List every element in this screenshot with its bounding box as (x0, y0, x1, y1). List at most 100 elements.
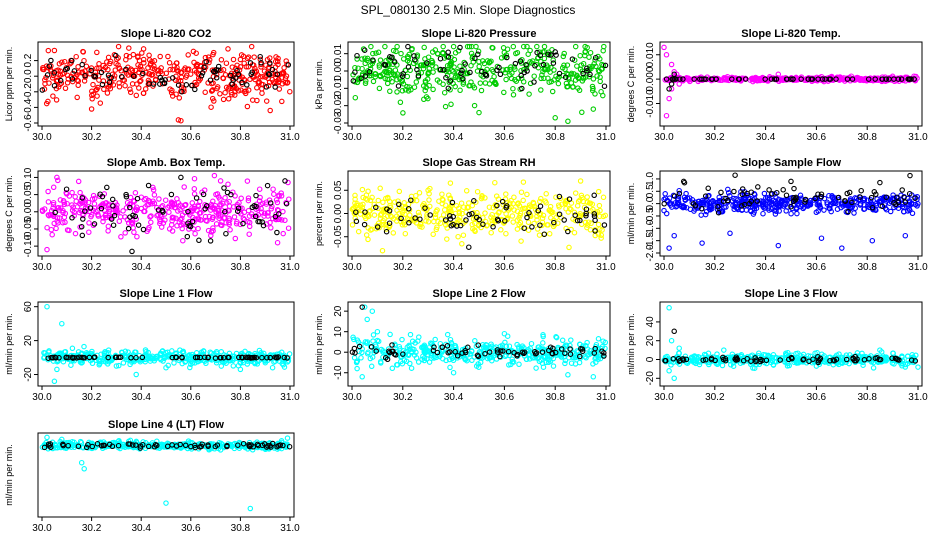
data-point (254, 72, 261, 78)
data-point (126, 45, 132, 51)
data-point (171, 360, 177, 366)
data-point (503, 191, 509, 197)
data-point (596, 68, 603, 75)
panel-title: Slope Amb. Box Temp. (107, 157, 226, 169)
data-point (564, 62, 571, 68)
data-point (577, 52, 583, 59)
data-point (166, 60, 173, 66)
data-point (245, 64, 252, 70)
y-axis-label: Licor ppm per min. (4, 47, 14, 122)
data-point (584, 65, 590, 72)
data-point (61, 58, 68, 65)
data-point (500, 67, 506, 73)
data-point (663, 52, 670, 58)
data-point (564, 84, 570, 90)
data-point (559, 337, 566, 344)
data-point (367, 62, 374, 69)
data-point (422, 87, 428, 94)
data-point (510, 92, 517, 98)
x-tick-label: 30.2 (705, 392, 725, 403)
x-tick-label: 30.6 (181, 392, 201, 403)
data-point (783, 192, 790, 199)
data-point (254, 85, 260, 91)
data-point (287, 88, 293, 95)
data-point (39, 87, 46, 93)
data-point (45, 199, 52, 205)
data-point (457, 44, 463, 51)
data-point (208, 80, 215, 87)
data-point (699, 240, 705, 246)
data-point (181, 184, 187, 190)
series-all-samples (661, 186, 921, 251)
data-point (270, 186, 276, 192)
data-point (162, 77, 168, 83)
x-tick-label: 30.0 (342, 392, 362, 403)
data-point (394, 43, 400, 50)
data-point (44, 246, 50, 253)
y-axis-label: percent per min. (314, 181, 324, 246)
data-point (210, 51, 216, 58)
data-point (126, 54, 133, 60)
data-point (760, 210, 766, 217)
data-point (466, 244, 472, 250)
x-tick-label: 30.6 (807, 262, 827, 273)
data-point (370, 57, 376, 63)
data-point (572, 212, 578, 219)
data-point (731, 188, 737, 195)
data-point (146, 57, 153, 63)
data-point (116, 84, 123, 90)
x-tick-label: 31.0 (280, 132, 300, 143)
x-tick-label: 30.8 (231, 132, 251, 143)
data-point (105, 54, 112, 61)
data-point (520, 43, 527, 50)
data-point (479, 58, 486, 64)
data-point (532, 63, 538, 69)
data-point (108, 74, 114, 81)
plot-frame (659, 301, 923, 387)
y-tick-label: -10 (333, 365, 344, 380)
data-point (189, 82, 195, 89)
x-tick-label: 30.6 (495, 132, 515, 143)
data-point (234, 67, 240, 74)
x-tick-label: 30.6 (807, 392, 827, 403)
data-point (506, 343, 513, 349)
data-point (426, 197, 432, 203)
data-point (414, 66, 420, 73)
data-point (468, 79, 474, 85)
data-point (540, 340, 546, 346)
data-point (263, 84, 270, 90)
data-point (157, 81, 163, 87)
data-point (411, 84, 418, 90)
data-point (397, 99, 404, 106)
data-point (245, 87, 252, 93)
data-point (562, 74, 569, 80)
x-tick-label: 31.0 (596, 392, 616, 403)
data-point (550, 57, 556, 63)
data-point (368, 43, 374, 50)
data-point (375, 49, 382, 56)
data-point (430, 231, 436, 238)
x-tick-label: 30.6 (807, 132, 827, 143)
data-point (71, 68, 78, 74)
data-point (537, 203, 544, 209)
data-point (432, 214, 439, 221)
data-point (127, 86, 133, 92)
y-tick-label: -0.02 (333, 94, 344, 117)
data-point (577, 178, 584, 184)
data-point (169, 75, 176, 81)
data-point (267, 60, 273, 66)
data-point (152, 76, 159, 83)
data-point (457, 63, 463, 69)
data-point (877, 179, 883, 186)
data-point (358, 355, 364, 361)
data-point (46, 63, 53, 69)
data-point (170, 66, 176, 73)
data-point (471, 102, 478, 109)
data-point (75, 78, 82, 84)
data-point (46, 80, 52, 86)
data-point (73, 73, 79, 80)
data-point (86, 229, 92, 235)
data-point (89, 92, 95, 99)
data-point (520, 197, 526, 204)
data-point (198, 73, 205, 79)
